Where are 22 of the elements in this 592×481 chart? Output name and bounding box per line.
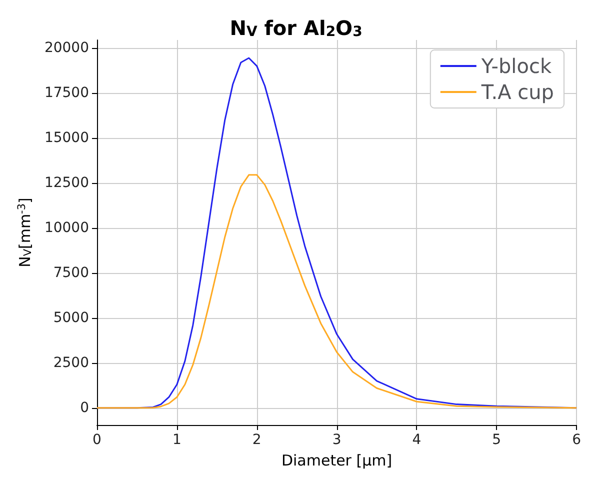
y-tick-label: 7500 — [53, 264, 89, 281]
x-tick-label: 6 — [572, 432, 582, 448]
y-tick-label: 0 — [80, 400, 89, 416]
legend-label: T.A cup — [480, 80, 554, 104]
y-tick-label: 10000 — [44, 220, 89, 236]
y-tick-label: 2500 — [53, 354, 89, 371]
x-tick-label: 0 — [92, 432, 102, 448]
legend-label: Y-block — [480, 54, 552, 78]
x-tick-label: 1 — [172, 432, 182, 448]
line-series — [96, 174, 578, 409]
x-axis-title: Diameter [µm] — [281, 452, 392, 470]
x-tick-label: 4 — [412, 432, 422, 448]
y-tick-label: 20000 — [44, 40, 89, 56]
x-tick-label: 2 — [252, 432, 262, 448]
y-tick-label: 5000 — [53, 310, 89, 326]
x-tick-label: 5 — [492, 432, 502, 448]
y-axis-title: NV[mm-3] — [16, 198, 34, 268]
chart-title: NV for Al2O3 — [230, 16, 362, 40]
y-tick-label: 15000 — [44, 130, 89, 146]
x-tick-label: 3 — [332, 432, 342, 448]
y-tick-label: 17500 — [44, 85, 89, 102]
y-tick-label: 12500 — [44, 175, 89, 192]
